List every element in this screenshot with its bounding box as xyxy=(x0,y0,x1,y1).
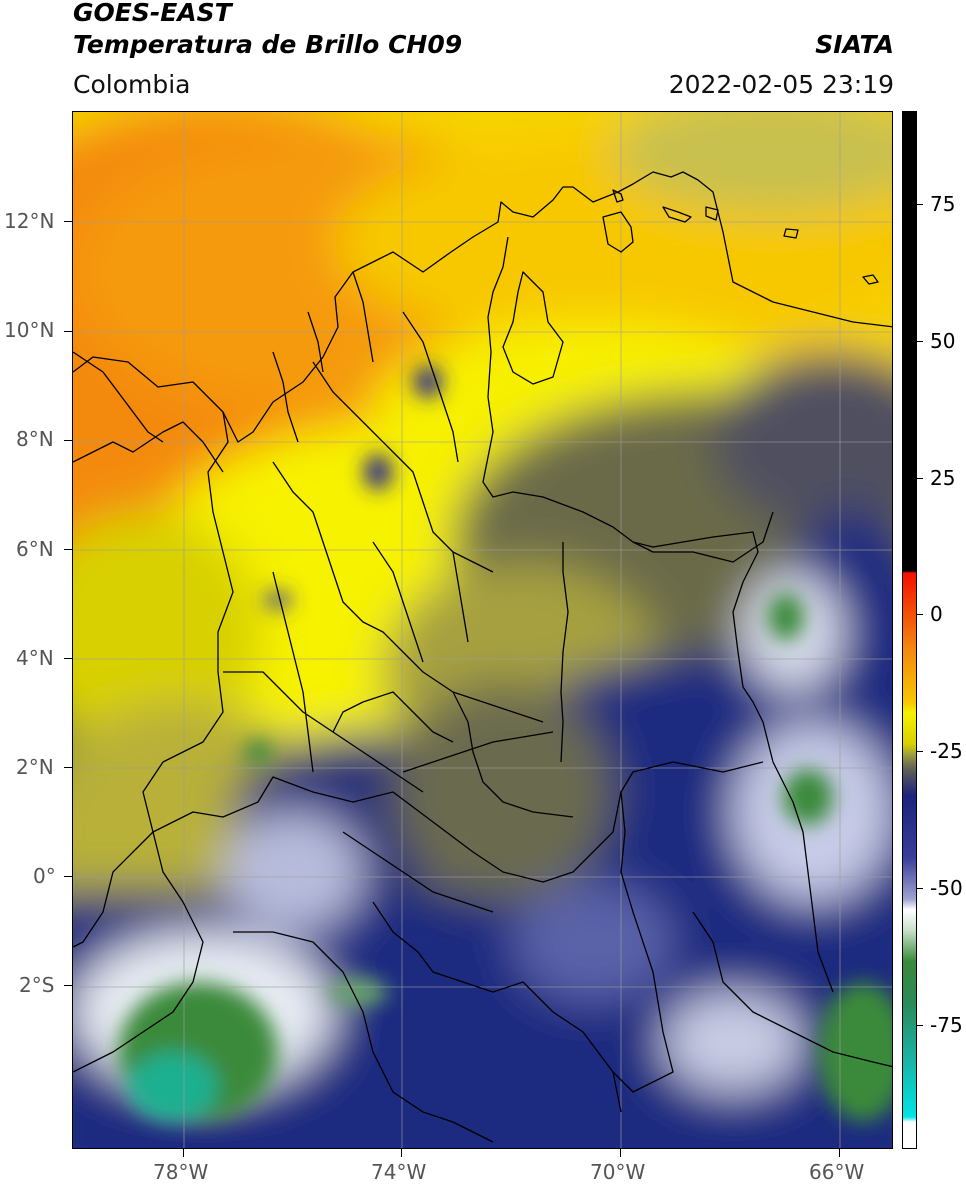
colorbar-tick xyxy=(917,614,923,616)
lat-label-0: 0° xyxy=(33,864,56,888)
brand-label: SIATA xyxy=(815,30,894,59)
colorbar-tick xyxy=(917,341,923,343)
lon-tick xyxy=(183,1149,185,1157)
lat-tick xyxy=(64,331,72,333)
cloud-field xyxy=(73,112,892,1148)
cold-tops xyxy=(118,366,892,1122)
lon-tick xyxy=(401,1149,403,1157)
title-product: Temperatura de Brillo CH09 xyxy=(73,30,463,59)
colorbar-label-75: 75 xyxy=(930,192,956,216)
lat-label-4n: 4°N xyxy=(16,646,54,670)
region-label: Colombia xyxy=(73,70,191,99)
lat-tick xyxy=(64,767,72,769)
map-canvas xyxy=(73,112,892,1148)
colorbar-label-neg25: -25 xyxy=(930,739,963,763)
colorbar-label-25: 25 xyxy=(930,466,956,490)
colorbar-label-0: 0 xyxy=(930,602,943,626)
lat-label-12n: 12°N xyxy=(4,209,55,233)
lon-label-70w: 70°W xyxy=(590,1160,646,1184)
lat-tick xyxy=(64,440,72,442)
lon-label-74w: 74°W xyxy=(371,1160,427,1184)
lat-tick xyxy=(64,549,72,551)
colorbar xyxy=(902,111,917,1149)
lat-label-2s: 2°S xyxy=(19,973,55,997)
colorbar-tick xyxy=(917,204,923,206)
colorbar-tick xyxy=(917,888,923,890)
lat-tick xyxy=(64,658,72,660)
lon-tick xyxy=(839,1149,841,1157)
lon-tick xyxy=(620,1149,622,1157)
lat-tick xyxy=(64,221,72,223)
lon-label-66w: 66°W xyxy=(809,1160,865,1184)
country-borders xyxy=(73,171,892,1143)
colorbar-tick xyxy=(917,1025,923,1027)
lon-label-78w: 78°W xyxy=(153,1160,209,1184)
colorbar-label-neg50: -50 xyxy=(930,876,963,900)
colorbar-gradient xyxy=(903,112,916,1148)
lat-label-2n: 2°N xyxy=(16,755,54,779)
colorbar-tick xyxy=(917,478,923,480)
graticule xyxy=(73,112,892,1148)
colorbar-label-50: 50 xyxy=(930,329,956,353)
lat-label-10n: 10°N xyxy=(4,318,55,342)
colorbar-tick xyxy=(917,751,923,753)
lat-tick xyxy=(64,985,72,987)
lat-tick xyxy=(64,876,72,878)
satellite-map[interactable] xyxy=(72,111,893,1149)
title-satellite: GOES-EAST xyxy=(73,0,232,27)
lat-label-6n: 6°N xyxy=(16,537,54,561)
colorbar-label-neg75: -75 xyxy=(930,1013,963,1037)
lat-label-8n: 8°N xyxy=(16,427,54,451)
datetime-label: 2022-02-05 23:19 xyxy=(668,70,894,99)
